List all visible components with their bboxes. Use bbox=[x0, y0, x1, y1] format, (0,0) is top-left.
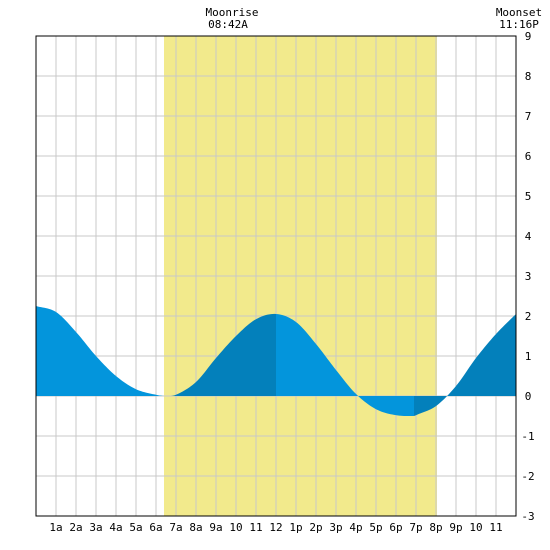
y-tick-label: 7 bbox=[525, 110, 532, 123]
y-tick-label: 8 bbox=[525, 70, 532, 83]
y-tick-label: -2 bbox=[521, 470, 534, 483]
x-tick-label: 10 bbox=[469, 521, 482, 534]
x-tick-label: 3a bbox=[89, 521, 102, 534]
y-tick-label: 9 bbox=[525, 30, 532, 43]
tide-area-falling bbox=[276, 314, 414, 417]
tide-area-falling bbox=[36, 306, 166, 396]
y-tick-label: 0 bbox=[525, 390, 532, 403]
y-axis-labels: -3 -2 -1 0 1 2 3 4 5 6 7 8 9 bbox=[521, 30, 534, 523]
x-tick-label: 10 bbox=[229, 521, 242, 534]
x-tick-label: 8a bbox=[189, 521, 202, 534]
x-tick-label: 9a bbox=[209, 521, 222, 534]
x-tick-label: 5p bbox=[369, 521, 382, 534]
y-tick-label: 3 bbox=[525, 270, 532, 283]
x-tick-label: 11 bbox=[489, 521, 502, 534]
x-tick-label: 4a bbox=[109, 521, 122, 534]
tide-area-rising bbox=[414, 314, 516, 416]
plot-area bbox=[35, 35, 517, 517]
x-tick-label: 7p bbox=[409, 521, 422, 534]
y-tick-label: 6 bbox=[525, 150, 532, 163]
x-tick-label: 2p bbox=[309, 521, 322, 534]
plot-frame bbox=[35, 35, 517, 517]
tide-area-rising bbox=[166, 313, 276, 397]
x-tick-label: 12 bbox=[269, 521, 282, 534]
moonset-label: Moonset bbox=[496, 6, 542, 19]
moon-times-header: Moonrise 08:42A Moonset 11:16P bbox=[206, 6, 543, 31]
moonset-time: 11:16P bbox=[499, 18, 539, 31]
x-tick-label: 1p bbox=[289, 521, 302, 534]
x-tick-label: 11 bbox=[249, 521, 262, 534]
x-tick-label: 7a bbox=[169, 521, 182, 534]
y-tick-label: 4 bbox=[525, 230, 532, 243]
moonrise-time: 08:42A bbox=[208, 18, 248, 31]
x-tick-label: 4p bbox=[349, 521, 362, 534]
x-tick-label: 1a bbox=[49, 521, 62, 534]
x-tick-label: 3p bbox=[329, 521, 342, 534]
x-tick-label: 8p bbox=[429, 521, 442, 534]
x-axis-labels: 1a 2a 3a 4a 5a 6a 7a 8a 9a 10 11 12 1p 2p 3p 4p 5p 6p 7p 8p… bbox=[49, 521, 502, 534]
x-tick-label: 5a bbox=[129, 521, 142, 534]
y-tick-label: -3 bbox=[521, 510, 534, 523]
x-tick-label: 9p bbox=[449, 521, 462, 534]
x-tick-label: 6a bbox=[149, 521, 162, 534]
y-tick-label: 2 bbox=[525, 310, 532, 323]
x-tick-label: 2a bbox=[69, 521, 82, 534]
moonrise-label: Moonrise bbox=[206, 6, 259, 19]
x-tick-label: 6p bbox=[389, 521, 402, 534]
y-tick-label: -1 bbox=[521, 430, 534, 443]
y-tick-label: 1 bbox=[525, 350, 532, 363]
y-tick-label: 5 bbox=[525, 190, 532, 203]
